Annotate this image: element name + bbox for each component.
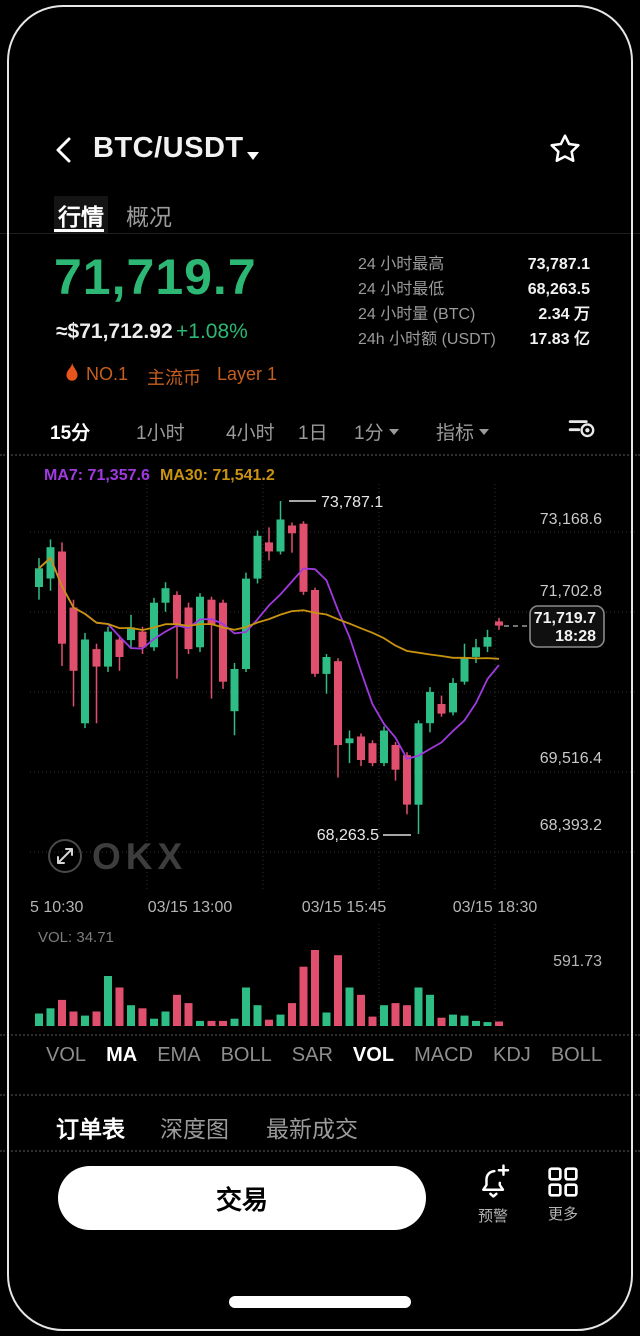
panel-divider [0,1150,640,1152]
volume-bottom-divider [0,1034,640,1036]
badge-rank[interactable]: NO.1 [86,364,129,384]
indicator-tab-bar: VOL MA EMA BOLL SAR VOL MACD KDJ BOLL [46,1044,602,1067]
indicator-macd[interactable]: MACD [414,1044,473,1066]
tab-depth-chart[interactable]: 深度图 [160,1116,229,1142]
indicator-ma[interactable]: MA [106,1044,138,1066]
alert-action[interactable]: 预警 [467,1164,519,1226]
grid-icon [548,1167,578,1197]
header-divider [0,233,640,234]
tab-market[interactable]: 行情 [54,196,108,234]
stat-24h-high: 24 小时最高 73,787.1 [358,256,590,273]
x-tick-2: 03/15 15:45 [302,899,387,916]
expand-icon[interactable] [48,839,82,873]
volume-current-label: VOL: 34.71 [38,929,114,946]
indicator-vol[interactable]: VOL [46,1044,87,1066]
svg-text:71,719.7: 71,719.7 [534,610,596,627]
candlestick-chart[interactable]: MA7: 71,357.6 MA30: 71,541.2 OKX 73,787.… [30,456,640,918]
x-tick-1: 03/15 13:00 [148,899,233,916]
x-tick-3: 03/15 18:30 [453,899,538,916]
volume-max-label: 591.73 [553,953,602,970]
last-price-tag: 71,719.7 18:28 [504,605,605,648]
volume-bars-layer [35,950,503,1026]
indicator-settings-icon[interactable] [568,414,596,440]
alert-label: 预警 [477,1208,508,1225]
trade-button[interactable]: 交易 [58,1166,426,1230]
svg-text:68,263.5: 68,263.5 [317,827,379,844]
y-tick-2: 69,516.4 [540,750,602,767]
tab-order-book[interactable]: 订单表 [56,1116,125,1142]
low-annotation: 68,263.5 [317,827,411,844]
stat-24h-volume-btc: 24 小时量 (BTC) 2.34 万 [358,306,590,323]
indicator-dropdown[interactable]: 指标 [436,418,490,445]
high-annotation: 73,787.1 [289,494,383,511]
timeframe-4h[interactable]: 4小时 [226,423,275,444]
stat-24h-low: 24 小时最低 68,263.5 [358,281,590,298]
ma-lines-layer [38,556,500,760]
volume-chart[interactable]: VOL: 34.71 591.73 [30,920,640,1032]
active-tab-underline [54,229,104,232]
more-action[interactable]: 更多 [538,1166,588,1224]
badge-mainstream[interactable]: 主流币 [147,368,201,388]
more-label: 更多 [547,1206,578,1223]
x-tick-0: 5 10:30 [30,899,83,916]
page-title: BTC/USDT [93,132,244,164]
y-tick-0: 73,168.6 [540,511,602,528]
indicator-ema[interactable]: EMA [157,1044,201,1066]
timeframe-1d[interactable]: 1日 [298,423,328,444]
indicator-vol2[interactable]: VOL [352,1044,395,1066]
ma30-legend: MA30: 71,541.2 [160,467,275,484]
badge-layer1[interactable]: Layer 1 [217,364,278,384]
caret-down-icon [388,428,399,435]
svg-text:18:28: 18:28 [555,628,596,645]
indicator-boll[interactable]: BOLL [220,1044,272,1066]
svg-text:73,787.1: 73,787.1 [321,494,383,511]
indicator-boll2[interactable]: BOLL [550,1044,602,1066]
y-tick-3: 68,393.2 [540,817,602,834]
indicator-kdj[interactable]: KDJ [493,1044,531,1066]
stat-24h-turnover-usdt: 24h 小时额 (USDT) 17.83 亿 [358,331,590,348]
change-percent: +1.08% [176,320,248,343]
timeframe-15m[interactable]: 15分 [50,423,91,444]
bell-plus-icon [482,1164,510,1198]
last-price: 71,719.7 [54,249,257,305]
timeframe-dropdown[interactable]: 1分 [354,418,399,445]
pair-dropdown-icon[interactable] [247,152,259,160]
tab-latest-trades[interactable]: 最新成交 [266,1116,358,1142]
tab-overview[interactable]: 概况 [126,204,172,230]
caret-down-icon [479,428,490,435]
home-indicator[interactable] [229,1296,411,1308]
timeframe-1h[interactable]: 1小时 [136,423,185,444]
indicator-bottom-divider [0,1094,640,1096]
back-icon[interactable] [52,136,76,164]
stats-panel: 24 小时最高 73,787.1 24 小时最低 68,263.5 24 小时量… [358,255,590,349]
star-icon[interactable] [548,132,582,166]
chart-top-divider [0,454,640,456]
flame-icon [66,363,78,381]
indicator-sar[interactable]: SAR [291,1044,333,1066]
ma7-legend: MA7: 71,357.6 [44,467,150,484]
fiat-value: ≈$71,712.92 [56,320,173,343]
y-tick-1: 71,702.8 [540,583,602,600]
candles-layer [35,501,503,834]
okx-watermark: OKX [92,836,187,877]
